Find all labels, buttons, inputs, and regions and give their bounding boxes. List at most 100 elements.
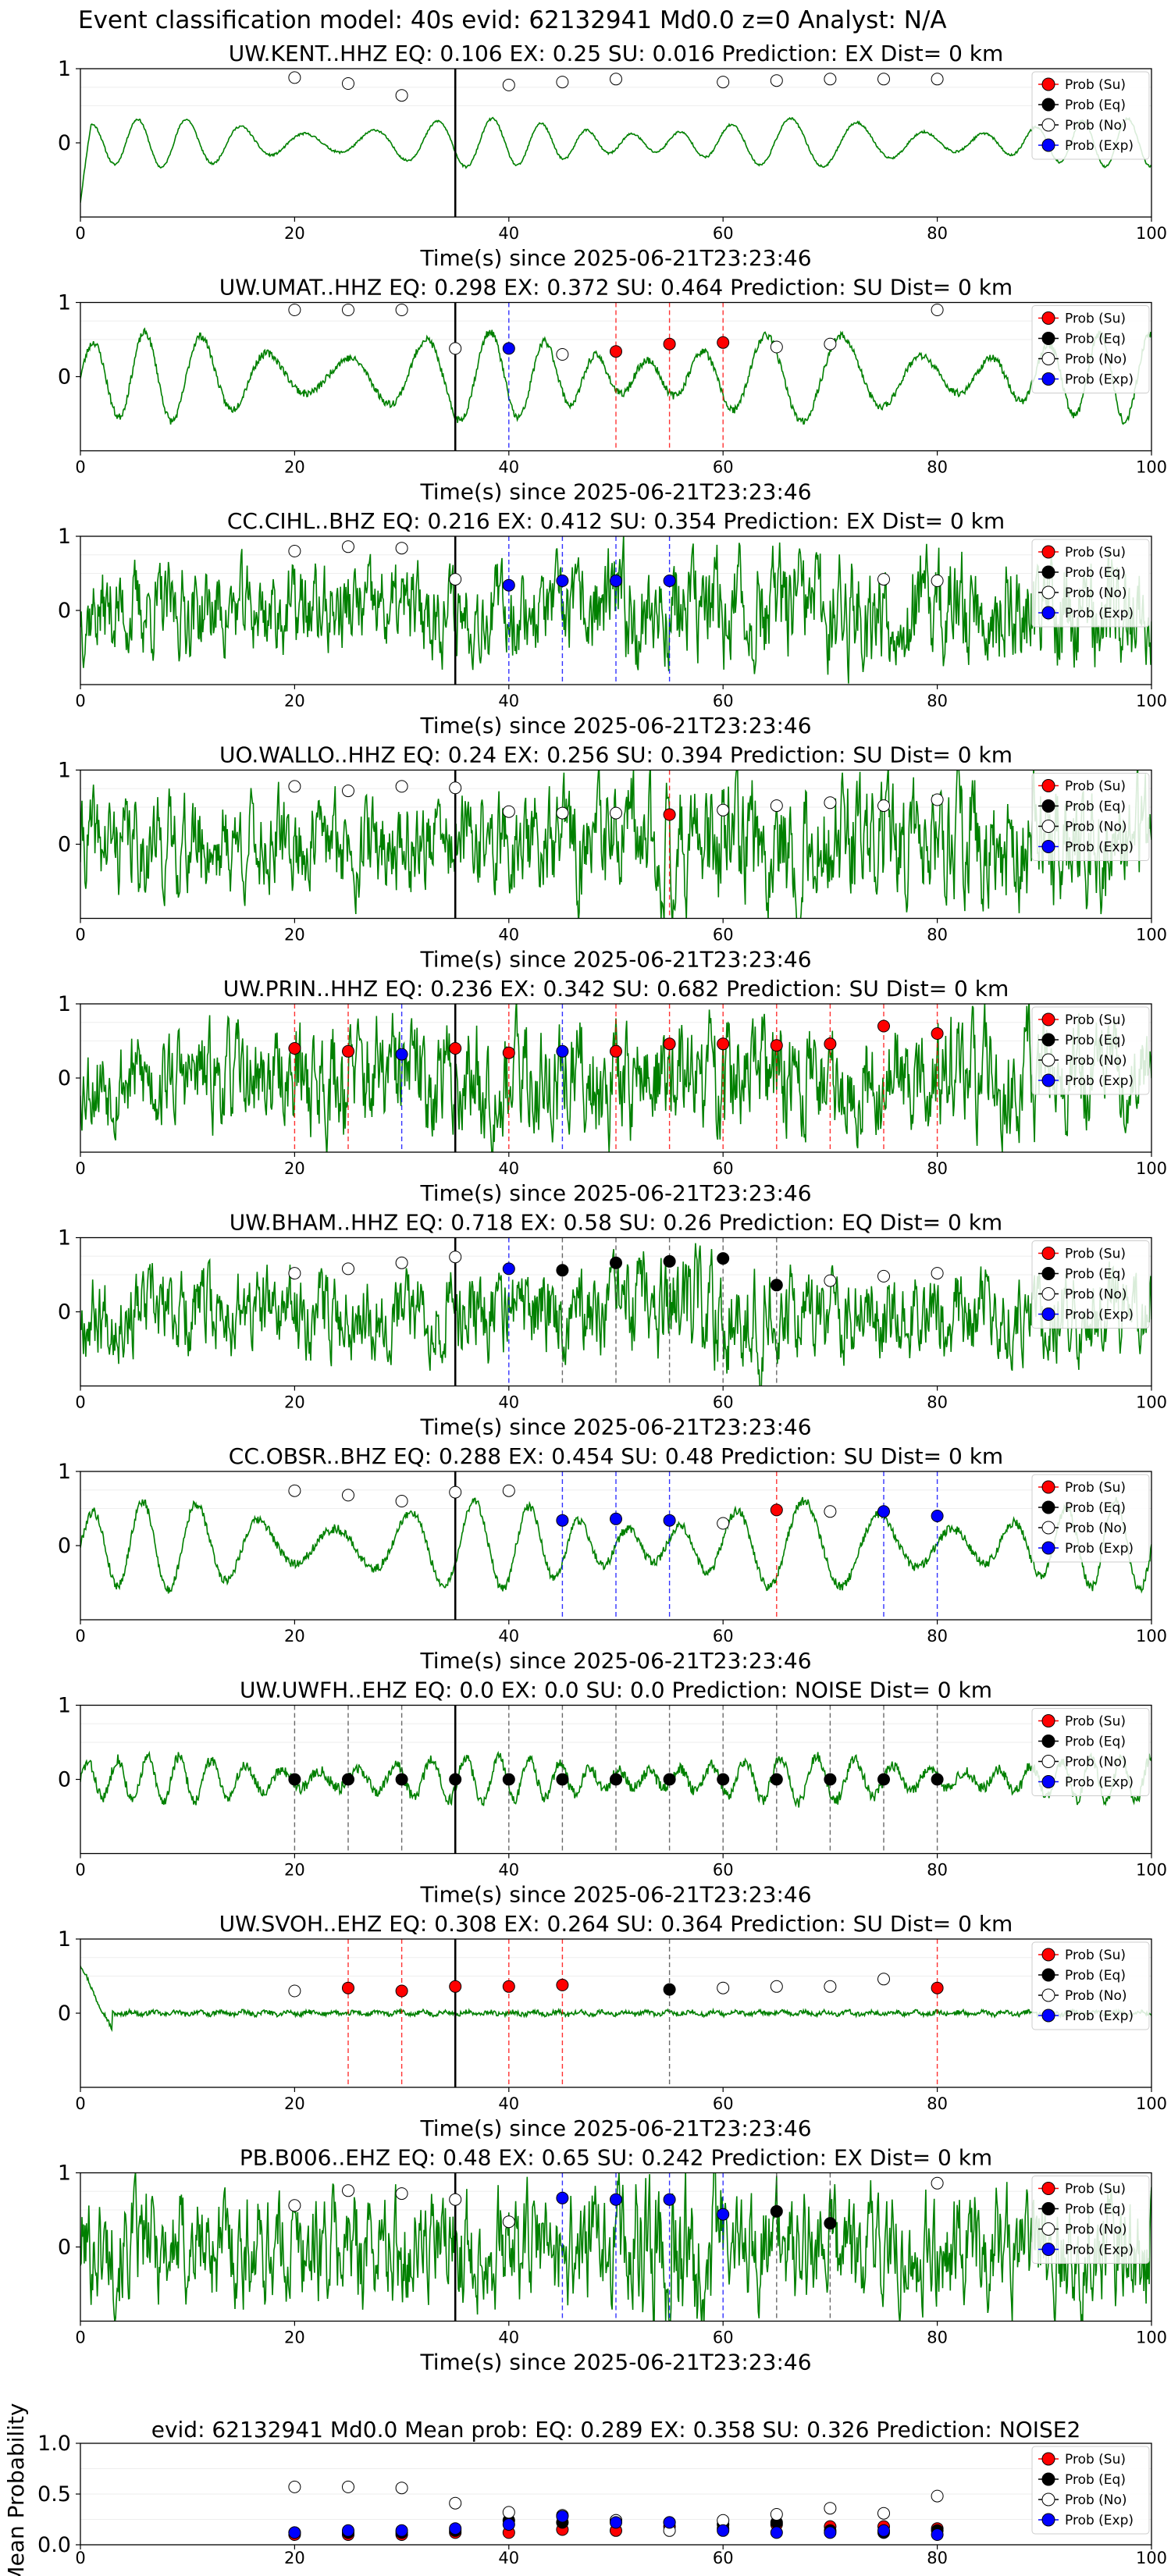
panel-10: PB.B006..EHZ EQ: 0.48 EX: 0.65 SU: 0.242… [58, 2145, 1167, 2375]
prob-point-no [877, 799, 890, 813]
panel-title: UW.SVOH..EHZ EQ: 0.308 EX: 0.264 SU: 0.3… [219, 1911, 1013, 1937]
prob-point-eq [449, 1773, 462, 1786]
legend-label: Prob (Eq) [1065, 2472, 1126, 2488]
x-tick-label: 20 [284, 1861, 305, 1880]
legend-label: Prob (No) [1065, 118, 1127, 133]
legend-marker [1041, 1287, 1055, 1300]
x-tick-label: 40 [498, 1861, 519, 1880]
x-tick-label: 20 [284, 926, 305, 945]
x-tick-label: 100 [1136, 224, 1167, 243]
x-tick-label: 100 [1136, 692, 1167, 710]
x-tick-label: 80 [927, 1861, 948, 1880]
mean-prob-panel: evid: 62132941 Md0.0 Mean prob: EQ: 0.28… [3, 2403, 1167, 2576]
legend: Prob (Su) Prob (Eq) Prob (No) Prob (Exp) [1031, 773, 1150, 861]
prob-point-exp [502, 342, 515, 355]
axes-frame [80, 68, 1152, 218]
x-tick-label: 40 [498, 1159, 519, 1178]
panel-title: UW.UWFH..EHZ EQ: 0.0 EX: 0.0 SU: 0.0 Pre… [240, 1678, 992, 1703]
panel-title: CC.CIHL..BHZ EQ: 0.216 EX: 0.412 SU: 0.3… [227, 508, 1005, 534]
x-tick-label: 40 [498, 926, 519, 945]
prob-point-no [449, 342, 462, 355]
prob-point-su [342, 1981, 354, 1994]
legend-box [1031, 305, 1150, 393]
prob-point-su [663, 808, 676, 821]
y-tick-label: 0 [58, 2236, 71, 2260]
legend-label: Prob (No) [1065, 2492, 1127, 2508]
legend-label: Prob (No) [1065, 352, 1127, 368]
legend-box [1031, 2176, 1150, 2264]
x-axis-label: Time(s) since 2025-06-21T23:23:46 [419, 2350, 811, 2375]
waveform-trace [80, 770, 1151, 919]
legend: Prob (Su) Prob (Eq) Prob (No) Prob (Exp) [1031, 1474, 1150, 1563]
x-tick-label: 20 [284, 692, 305, 710]
x-tick-label: 0 [75, 1861, 85, 1880]
legend-marker [1041, 1012, 1055, 1026]
legend-marker [1041, 1267, 1055, 1280]
mean-point-exp [502, 2518, 515, 2531]
x-tick-label: 0 [75, 1159, 85, 1178]
prob-point-no [502, 2215, 515, 2229]
prob-point-no [770, 799, 783, 813]
legend-box [1031, 539, 1150, 628]
legend-label: Prob (Su) [1065, 779, 1126, 795]
legend-marker [1041, 606, 1055, 620]
legend-marker [1041, 2243, 1055, 2256]
legend-label: Prob (Eq) [1065, 565, 1126, 581]
legend-label: Prob (Exp) [1065, 2243, 1134, 2258]
y-tick-label: 1 [58, 2161, 71, 2186]
x-tick-label: 20 [284, 2329, 305, 2347]
y-tick-label: 0 [58, 1768, 71, 1792]
legend-marker [1041, 1948, 1055, 1962]
prob-point-eq [610, 1256, 622, 1269]
prob-point-eq [502, 1773, 515, 1786]
mean-point-no [502, 2506, 515, 2519]
prob-point-no [449, 1485, 462, 1499]
legend-marker [1041, 1775, 1055, 1788]
legend: Prob (Su) Prob (Eq) Prob (No) Prob (Exp) [1031, 1240, 1150, 1329]
x-tick-label: 80 [927, 1159, 948, 1178]
prob-point-no [342, 540, 354, 553]
legend-label: Prob (Eq) [1065, 1033, 1126, 1048]
legend-marker [1041, 1714, 1055, 1727]
legend-marker [1041, 1968, 1055, 1982]
panel-1: UW.KENT..HHZ EQ: 0.106 EX: 0.25 SU: 0.01… [58, 41, 1167, 271]
legend-label: Prob (No) [1065, 2222, 1127, 2238]
mean-point-exp [449, 2522, 462, 2535]
mean-point-no [824, 2502, 837, 2515]
legend-label: Prob (Su) [1065, 77, 1126, 93]
panel-2: UW.UMAT..HHZ EQ: 0.298 EX: 0.372 SU: 0.4… [58, 275, 1167, 505]
prob-point-no [556, 806, 569, 820]
prob-point-exp [610, 2193, 622, 2206]
x-tick-label: 60 [713, 2329, 734, 2347]
legend-label: Prob (Su) [1065, 1480, 1126, 1496]
legend-label: Prob (Su) [1065, 1714, 1126, 1730]
x-tick-label: 20 [284, 2094, 305, 2113]
legend-label: Prob (No) [1065, 1755, 1127, 1770]
prob-point-no [931, 304, 944, 316]
prob-point-su [877, 1019, 890, 1033]
legend-label: Prob (Exp) [1065, 840, 1134, 856]
x-tick-label: 0 [75, 1393, 85, 1412]
legend-label: Prob (Eq) [1065, 2202, 1126, 2218]
legend: Prob (Su) Prob (Eq) Prob (No) Prob (Exp) [1031, 2446, 1150, 2535]
prob-point-no [395, 304, 408, 316]
prob-point-no [395, 2187, 408, 2201]
prob-point-no [931, 2176, 944, 2190]
legend-marker [1041, 799, 1055, 813]
legend-marker [1041, 2182, 1055, 2195]
legend-label: Prob (Su) [1065, 1247, 1126, 1262]
x-tick-label: 60 [713, 926, 734, 945]
x-tick-label: 20 [284, 224, 305, 243]
prob-point-no [342, 304, 354, 316]
x-tick-label: 0 [75, 692, 85, 710]
x-tick-label: 80 [927, 2329, 948, 2347]
prob-point-eq [770, 2204, 783, 2218]
prob-point-su [770, 1039, 783, 1052]
legend-marker [1041, 840, 1055, 853]
legend-marker [1041, 1053, 1055, 1067]
prob-point-eq [770, 1773, 783, 1786]
x-tick-label: 100 [1136, 1627, 1167, 1646]
x-tick-label: 20 [284, 1159, 305, 1178]
legend-label: Prob (Exp) [1065, 138, 1134, 154]
